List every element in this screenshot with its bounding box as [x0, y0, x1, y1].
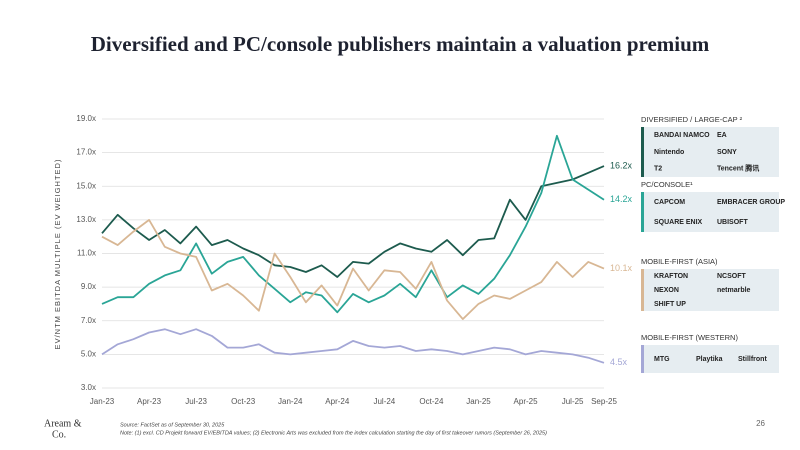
logo: BANDAI NAMCO [654, 132, 710, 139]
legend-title: MOBILE-FIRST (WESTERN) [641, 333, 738, 342]
page-number: 26 [756, 419, 765, 428]
legend-swatch [641, 269, 644, 311]
legend-panel [641, 269, 779, 311]
source: Source: FactSet as of September 30, 2025 [120, 422, 225, 428]
legend-title: PC/CONSOLE¹ [641, 180, 693, 189]
y-axis-label: EV/NTM EBITDA MULTIPLE (EV WEIGHTED) [53, 159, 62, 350]
x-tick-label: Jul-24 [373, 397, 395, 406]
logo: NCSOFT [717, 273, 747, 280]
legend-swatch [641, 192, 644, 232]
end-label: 16.2x [610, 160, 633, 170]
logo: NEXON [654, 287, 679, 294]
legend-title: MOBILE-FIRST (ASIA) [641, 257, 718, 266]
y-tick-label: 9.0x [81, 282, 96, 291]
logo: EA [717, 132, 727, 139]
end-label: 4.5x [610, 357, 628, 367]
x-tick-label: Jan-25 [466, 397, 491, 406]
logo: SHIFT UP [654, 301, 686, 308]
y-tick-label: 17.0x [76, 148, 96, 157]
legend-panel [641, 192, 779, 232]
x-tick-label: Jan-24 [278, 397, 303, 406]
x-tick-label: Jul-25 [562, 397, 584, 406]
series-line [101, 328, 605, 364]
logo: Stillfront [738, 356, 767, 363]
y-tick-label: 3.0x [81, 383, 96, 392]
y-tick-label: 15.0x [76, 181, 96, 190]
legend-panel [641, 127, 779, 177]
y-tick-label: 13.0x [76, 215, 96, 224]
series-line [101, 165, 605, 278]
brand: Aream & [44, 418, 82, 429]
logo: Nintendo [654, 149, 684, 156]
logo: SQUARE ENIX [654, 219, 703, 226]
logo: UBISOFT [717, 219, 748, 226]
x-tick-label: Apr-24 [325, 397, 350, 406]
logo: KRAFTON [654, 273, 688, 280]
end-label: 10.1x [610, 263, 633, 273]
logo: EMBRACER GROUP [717, 199, 785, 206]
y-tick-label: 5.0x [81, 349, 96, 358]
logo: T2 [654, 166, 662, 173]
y-tick-label: 7.0x [81, 316, 96, 325]
brand: Co. [52, 429, 66, 440]
y-tick-label: 19.0x [76, 114, 96, 123]
logo: Tencent 腾讯 [717, 164, 759, 173]
series-line [101, 134, 605, 314]
x-tick-label: Jul-23 [185, 397, 207, 406]
end-label: 14.2x [610, 194, 633, 204]
chart-title: Diversified and PC/console publishers ma… [91, 32, 710, 56]
legend-panel [641, 345, 779, 373]
y-tick-label: 11.0x [77, 249, 96, 258]
legend-swatch [641, 345, 644, 373]
logo: netmarble [717, 287, 751, 294]
legend-swatch [641, 127, 644, 177]
logo: Playtika [696, 356, 723, 363]
logo: MTG [654, 356, 670, 363]
note: Note: (1) excl. CD Projekt forward EV/EB… [120, 430, 547, 436]
x-tick-label: Oct-23 [231, 397, 256, 406]
logo: SONY [717, 149, 737, 156]
logo: CAPCOM [654, 199, 685, 206]
x-tick-label: Apr-25 [514, 397, 539, 406]
x-tick-label: Sep-25 [591, 397, 617, 406]
x-tick-label: Jan-23 [90, 397, 115, 406]
x-tick-label: Apr-23 [137, 397, 162, 406]
x-tick-label: Oct-24 [419, 397, 444, 406]
series-line [101, 219, 605, 320]
legend-title: DIVERSIFIED / LARGE-CAP ² [641, 115, 743, 124]
